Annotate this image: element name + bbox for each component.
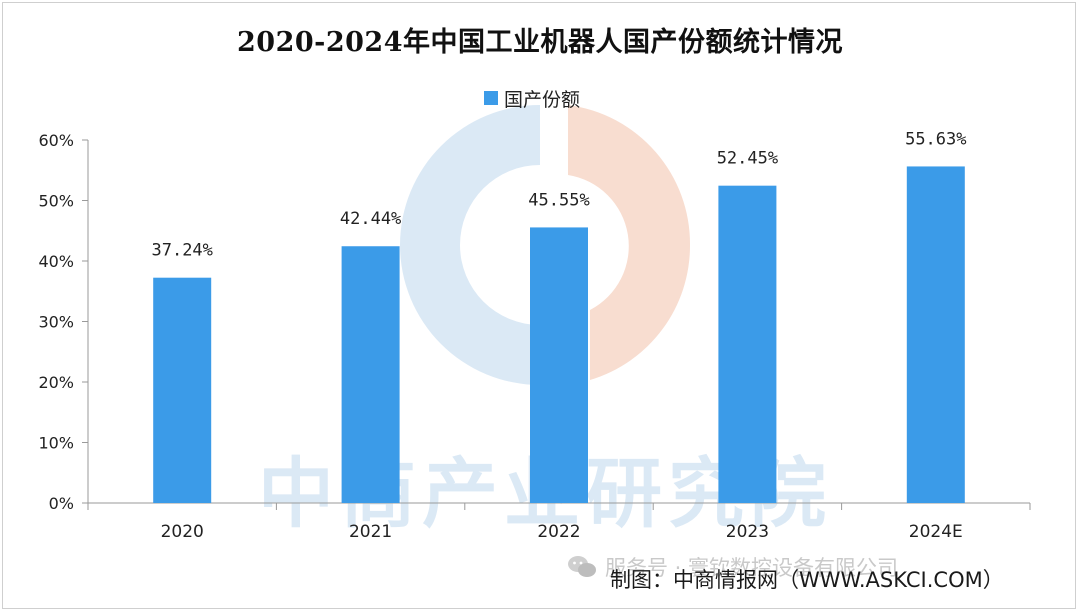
data-label: 55.63% [905,129,966,149]
y-tick-label: 40% [38,252,74,271]
x-tick-label: 2020 [161,522,204,542]
bar [341,246,400,503]
y-tick-label: 30% [38,313,74,332]
x-tick-label: 2024E [909,522,963,542]
bar [153,277,212,503]
chart-title: 2020-2024年中国工业机器人国产份额统计情况 [237,27,843,58]
data-label: 45.55% [528,190,589,210]
data-label: 37.24% [151,241,212,261]
legend: 国产份额 [484,86,581,111]
y-tick-label: 20% [38,373,74,392]
x-tick-label: 2022 [537,522,580,542]
y-tick-label: 60% [38,131,74,150]
bar [718,185,777,504]
y-tick-label: 10% [38,434,74,453]
legend-swatch [484,91,498,105]
footer-social-text: 服务号 · 寰钦数控设备有限公司 [605,556,899,580]
footer-source: 制图：中商情报网（WWW.ASKCI.COM） [610,568,1004,592]
watermark-logo-icon [400,105,691,385]
x-tick-label: 2021 [349,522,392,542]
x-tick-label: 2023 [726,522,769,542]
bar [530,227,588,504]
data-label: 52.45% [717,149,778,169]
data-label: 42.44% [340,209,401,229]
y-tick-label: 0% [49,494,74,513]
wechat-icon [568,556,596,577]
footer-social: 服务号 · 寰钦数控设备有限公司 [567,552,898,582]
legend-label: 国产份额 [504,88,581,111]
y-tick-label: 50% [38,192,74,211]
bar [906,166,965,503]
